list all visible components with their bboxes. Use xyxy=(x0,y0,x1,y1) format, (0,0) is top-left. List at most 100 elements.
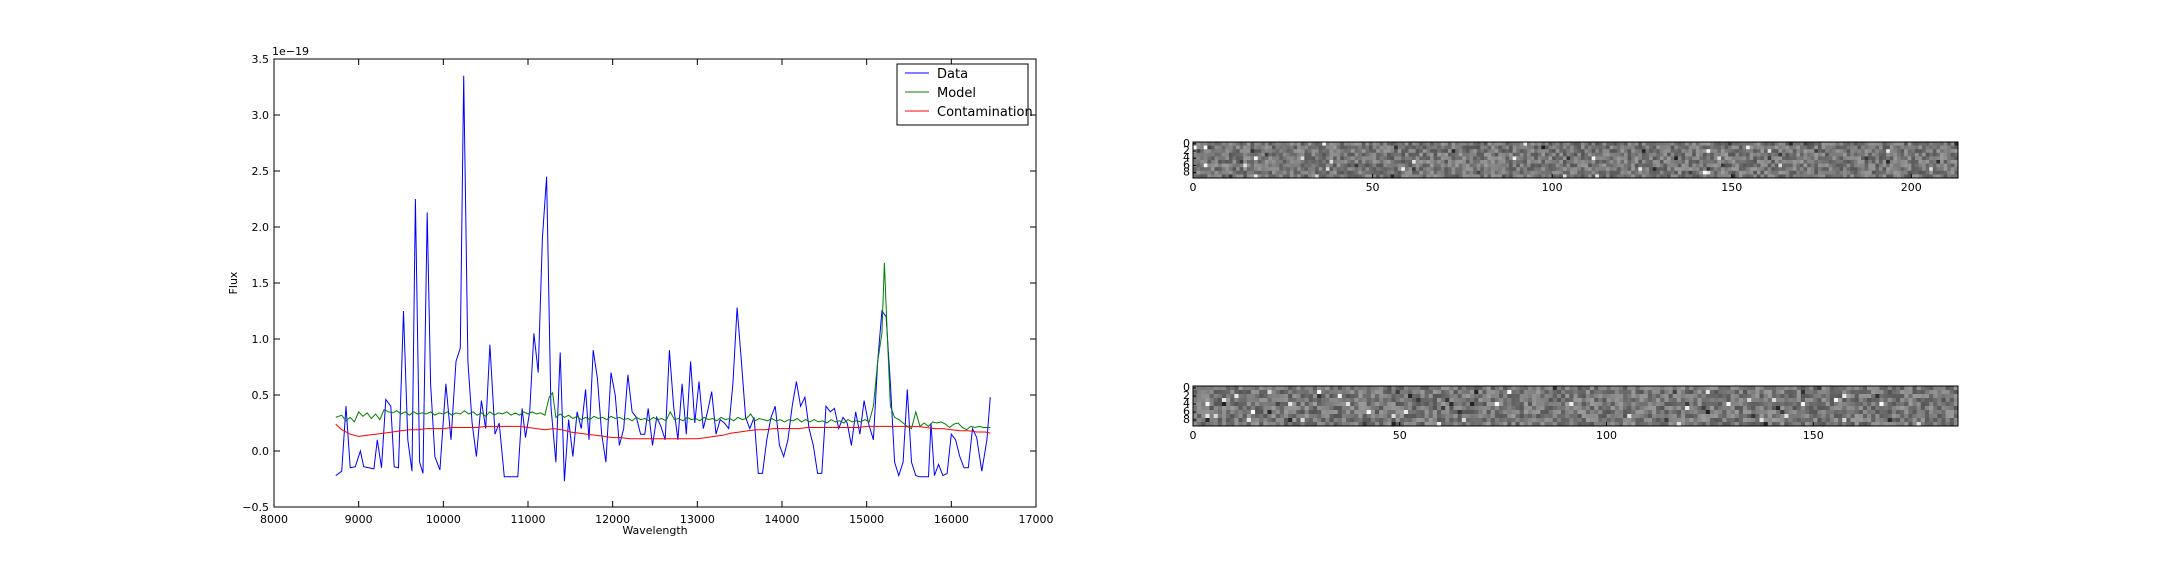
image-1-pixel xyxy=(1710,149,1715,154)
image-2-pixel xyxy=(1544,418,1550,423)
image-1-pixel xyxy=(1448,167,1452,172)
image-1-pixel xyxy=(1868,149,1873,154)
image-2-pixel xyxy=(1304,410,1310,415)
image-1-pixel xyxy=(1559,174,1564,179)
image-1-pixel xyxy=(1193,174,1197,179)
image-1-pixel xyxy=(1720,156,1725,161)
image-2-pixel xyxy=(1279,418,1285,423)
image-1-pixel xyxy=(1692,156,1697,161)
image-2-pixel xyxy=(1573,418,1578,423)
image-1-pixel xyxy=(1318,170,1323,175)
image-2-pixel xyxy=(1908,402,1913,407)
image-1-pixel xyxy=(1724,170,1729,175)
image-2-pixel xyxy=(1420,422,1425,427)
image-2-pixel xyxy=(1751,390,1756,395)
image-1-pixel xyxy=(1850,170,1855,175)
image-1-pixel xyxy=(1448,149,1452,154)
image-2-pixel xyxy=(1714,418,1719,423)
image-1-pixel xyxy=(1918,152,1923,157)
image-1-pixel xyxy=(1799,167,1804,172)
image-2-pixel xyxy=(1263,390,1268,395)
image-2-pixel xyxy=(1445,402,1450,407)
image-1-pixel xyxy=(1372,160,1377,164)
image-2-pixel xyxy=(1709,398,1715,403)
image-1-pixel xyxy=(1613,167,1618,172)
image-1-pixel xyxy=(1799,163,1804,168)
image-2-pixel xyxy=(1337,406,1343,411)
image-2-pixel xyxy=(1792,390,1798,395)
image-1-pixel xyxy=(1623,170,1628,175)
image-1-pixel xyxy=(1307,170,1312,175)
image-1-pixel xyxy=(1871,145,1876,150)
image-2-x-tick-label: 100 xyxy=(1596,429,1617,442)
image-2-pixel xyxy=(1610,398,1616,403)
image-2-pixel xyxy=(1734,390,1740,395)
image-2-pixel xyxy=(1412,390,1417,395)
image-1-pixel xyxy=(1311,156,1316,161)
image-1-pixel xyxy=(1789,170,1794,175)
image-2-pixel xyxy=(1722,390,1727,395)
image-2-pixel xyxy=(1689,418,1694,423)
image-2-pixel xyxy=(1279,390,1285,395)
image-1-pixel xyxy=(1336,167,1341,172)
image-2-pixel xyxy=(1606,418,1612,423)
image-2-pixel xyxy=(1829,406,1835,411)
image-2-pixel xyxy=(1482,406,1487,411)
image-1-pixel xyxy=(1954,142,1959,146)
image-2-pixel xyxy=(1792,398,1798,403)
image-1-pixel xyxy=(1318,167,1323,172)
image-1-pixel xyxy=(1588,156,1593,161)
image-1-pixel xyxy=(1200,145,1205,150)
image-1-pixel xyxy=(1591,145,1596,150)
image-1-pixel xyxy=(1785,170,1790,175)
image-1-pixel xyxy=(1523,167,1528,172)
image-2-pixel xyxy=(1350,390,1355,395)
image-2-pixel xyxy=(1895,418,1901,423)
image-1-pixel xyxy=(1649,174,1654,179)
image-1-pixel xyxy=(1544,160,1549,164)
image-2-pixel xyxy=(1879,406,1884,411)
image-2-pixel xyxy=(1300,414,1306,419)
image-1-pixel xyxy=(1458,163,1463,168)
image-1-pixel xyxy=(1656,163,1661,168)
image-1-pixel xyxy=(1864,170,1869,175)
image-2-pixel xyxy=(1908,414,1913,419)
image-2-pixel xyxy=(1312,390,1318,395)
image-2-pixel xyxy=(1647,422,1653,427)
image-2-pixel xyxy=(1548,406,1554,411)
image-1-pixel xyxy=(1846,156,1851,161)
image-2-pixel xyxy=(1680,402,1686,407)
image-2-pixel xyxy=(1858,398,1864,403)
image-1-pixel xyxy=(1703,160,1707,164)
image-1-pixel xyxy=(1807,170,1812,175)
image-1-pixel xyxy=(1882,167,1887,172)
image-1-pixel xyxy=(1408,167,1413,172)
image-2-pixel xyxy=(1213,406,1219,411)
image-1-pixel xyxy=(1250,152,1255,157)
image-1-pixel xyxy=(1950,170,1955,175)
image-2-pixel xyxy=(1416,394,1421,399)
image-1-pixel xyxy=(1203,156,1208,161)
image-2-pixel xyxy=(1887,406,1893,411)
image-2-pixel xyxy=(1618,414,1624,419)
image-2-pixel xyxy=(1279,414,1285,419)
image-2-pixel xyxy=(1358,422,1363,427)
image-1-pixel xyxy=(1760,163,1765,168)
image-1-pixel xyxy=(1850,167,1855,172)
image-2-pixel xyxy=(1697,386,1703,391)
image-1-pixel xyxy=(1659,156,1664,161)
image-1-pixel xyxy=(1914,145,1919,150)
image-2-pixel xyxy=(1527,398,1533,403)
image-2-pixel xyxy=(1333,422,1339,427)
image-1-pixel xyxy=(1448,156,1452,161)
image-2-pixel xyxy=(1519,418,1525,423)
image-2-pixel xyxy=(1585,414,1591,419)
image-1-pixel xyxy=(1200,170,1205,175)
image-1-pixel xyxy=(1738,142,1743,146)
image-2-pixel xyxy=(1589,390,1595,395)
image-2-pixel xyxy=(1383,406,1388,411)
image-1-pixel xyxy=(1559,156,1564,161)
image-1-pixel xyxy=(1706,160,1711,164)
image-1-pixel xyxy=(1871,170,1876,175)
image-1-pixel xyxy=(1609,156,1614,161)
